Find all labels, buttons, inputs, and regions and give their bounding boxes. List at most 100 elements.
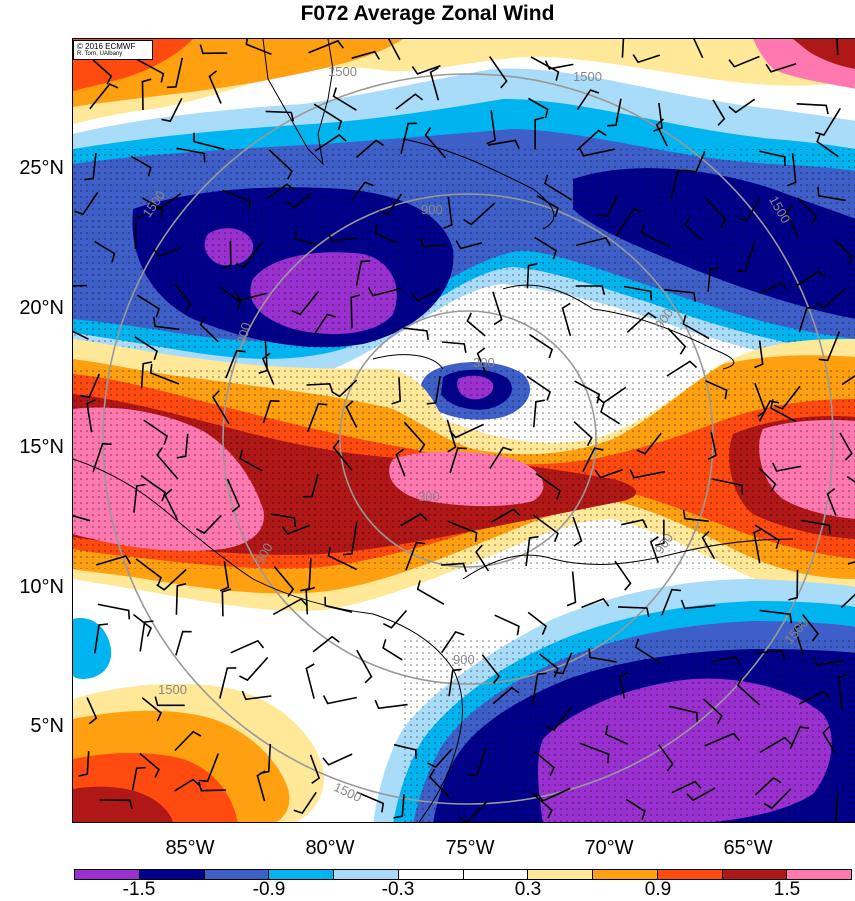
wind-barb xyxy=(92,442,112,473)
wind-barb xyxy=(345,400,358,428)
wind-barb xyxy=(427,748,453,769)
wind-barb xyxy=(96,555,132,566)
wind-barb xyxy=(405,541,426,571)
wind-barb xyxy=(419,237,447,248)
wind-barb xyxy=(199,316,219,343)
wind-barb xyxy=(356,791,385,813)
wind-barb xyxy=(314,133,347,152)
wind-barb xyxy=(355,260,371,286)
wind-barb xyxy=(668,705,698,722)
wind-barb xyxy=(532,514,559,543)
wind-barb xyxy=(801,519,831,535)
wind-barb xyxy=(140,361,153,388)
colorbar-segment xyxy=(139,870,205,879)
colorbar-label: 0.3 xyxy=(514,879,542,900)
wind-barb xyxy=(658,744,674,772)
colorbar-segment xyxy=(398,870,464,879)
wind-barb xyxy=(629,469,665,479)
wind-barb xyxy=(664,288,697,302)
wind-barb xyxy=(221,240,232,269)
wind-barb xyxy=(142,197,164,219)
wind-barb xyxy=(489,56,508,89)
wind-barb xyxy=(526,263,538,289)
wind-barb xyxy=(262,399,280,424)
map-panel: 1500 1500 1500 1500 1500 1500 1500 900 9… xyxy=(72,38,855,823)
wind-barb xyxy=(566,571,577,607)
wind-barb xyxy=(728,55,760,68)
wind-barb xyxy=(403,327,429,340)
wind-barb xyxy=(561,302,572,337)
wind-barb xyxy=(680,599,716,610)
wind-barb xyxy=(489,446,513,470)
wind-barb xyxy=(600,403,621,425)
wind-barb xyxy=(653,102,663,132)
wind-barb xyxy=(835,791,839,822)
wind-barb xyxy=(654,519,665,547)
wind-barb xyxy=(623,285,653,301)
wind-barb xyxy=(626,311,657,333)
wind-barb xyxy=(428,768,451,799)
wind-barb xyxy=(840,593,855,609)
wind-barb xyxy=(588,648,617,663)
wind-barb xyxy=(618,606,650,618)
contour-label: 1500 xyxy=(158,682,187,697)
wind-barb xyxy=(149,363,180,385)
wind-barb xyxy=(534,116,545,150)
wind-barb xyxy=(833,238,854,266)
credit-author: R. Torn, UAlbany xyxy=(77,51,123,57)
wind-barb xyxy=(667,327,687,355)
wind-barb xyxy=(139,620,154,652)
wind-barb xyxy=(312,635,340,653)
wind-barb xyxy=(486,110,496,145)
wind-barb xyxy=(219,667,237,699)
wind-barb xyxy=(539,653,559,678)
wind-barb xyxy=(476,347,488,376)
wind-barb xyxy=(798,306,816,333)
wind-barb xyxy=(615,208,643,237)
wind-barb xyxy=(411,65,441,75)
wind-barb xyxy=(393,794,405,819)
wind-barb xyxy=(309,754,321,784)
wind-barb xyxy=(705,197,727,228)
wind-barb xyxy=(492,291,503,326)
stipple-south xyxy=(403,639,855,822)
wind-barb xyxy=(356,649,373,684)
shade-darkred-sw xyxy=(73,786,173,822)
wind-barb xyxy=(618,671,628,699)
wind-barb xyxy=(598,194,619,218)
wind-barb xyxy=(374,224,398,245)
wind-barb xyxy=(443,196,453,230)
wind-barb xyxy=(78,751,90,777)
wind-barb xyxy=(621,518,648,529)
wind-barb xyxy=(636,432,662,455)
wind-barb xyxy=(605,725,628,745)
wind-barb xyxy=(812,656,844,666)
lon-label: 70°W xyxy=(584,837,634,859)
wind-barb xyxy=(531,792,553,819)
wind-barb xyxy=(754,340,764,369)
wind-barb xyxy=(331,379,358,398)
wind-barb xyxy=(754,524,780,550)
wind-barb xyxy=(141,78,152,111)
wind-barb xyxy=(395,448,406,477)
wind-barb xyxy=(544,174,573,201)
lat-label: 10°N xyxy=(19,576,64,598)
wind-barb xyxy=(575,236,611,247)
wind-barb xyxy=(466,312,486,337)
wind-barb xyxy=(468,747,487,776)
colorbar-segment xyxy=(593,870,658,879)
wind-barb xyxy=(135,558,162,587)
wind-barb xyxy=(97,603,131,620)
wind-barb xyxy=(342,522,358,556)
wind-barb xyxy=(759,281,788,294)
wind-barb xyxy=(265,110,295,122)
wind-barb xyxy=(576,89,600,111)
wind-barb xyxy=(441,630,465,653)
wind-barb xyxy=(704,732,740,747)
stipple-mid xyxy=(73,369,855,569)
colorbar-segment xyxy=(657,870,723,879)
wind-barb xyxy=(606,98,622,127)
colorbar xyxy=(74,869,852,880)
wind-barb xyxy=(327,232,357,242)
wind-barb xyxy=(322,695,357,705)
